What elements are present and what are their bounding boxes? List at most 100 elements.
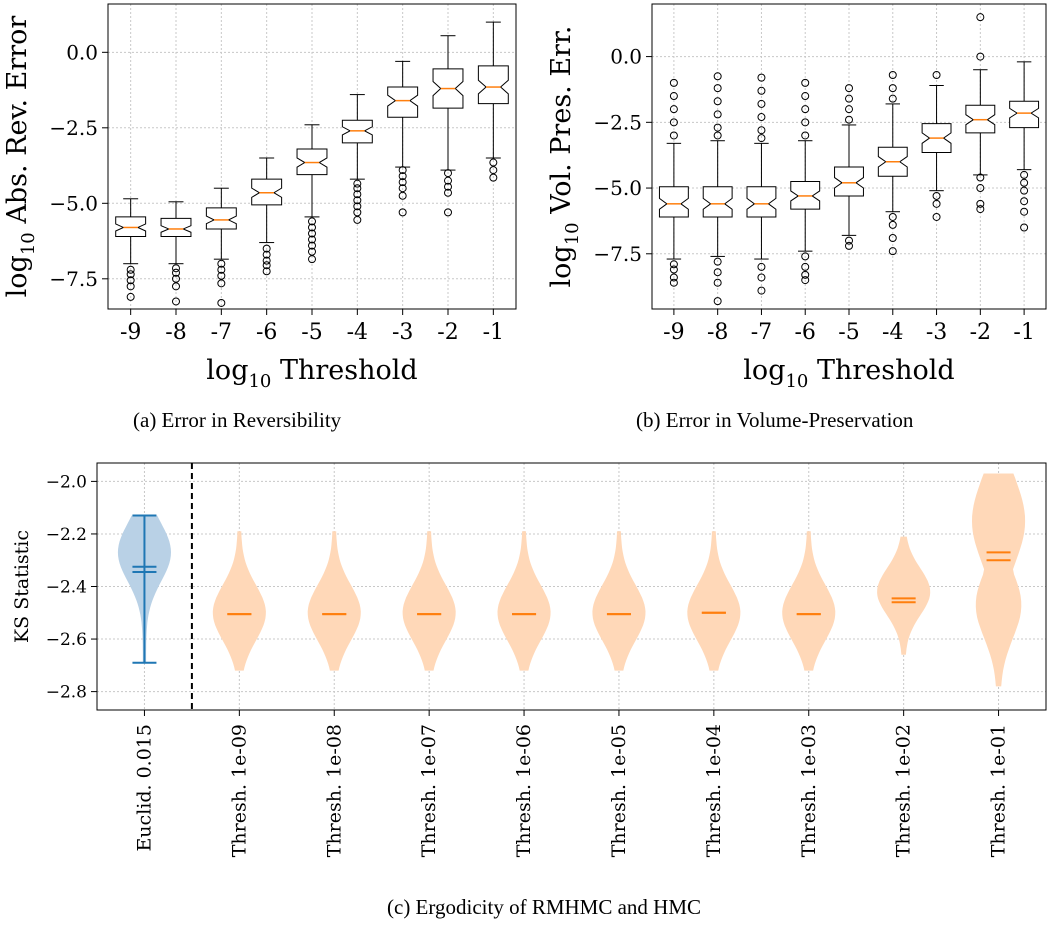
outlier-point: [444, 182, 452, 191]
outlier-point: [757, 134, 766, 143]
outlier-point: [801, 262, 810, 271]
x-tick-label: Thresh. 1e-07: [418, 724, 440, 857]
box--8: [702, 72, 733, 306]
outlier-point: [669, 265, 678, 274]
x-tick-label: -2: [437, 320, 458, 345]
outlier-point: [669, 118, 678, 127]
notched-box: [1009, 100, 1040, 129]
x-tick-label: -8: [165, 320, 186, 345]
box--8: [160, 201, 192, 306]
outlier-point: [126, 282, 135, 291]
violin-body: [497, 531, 551, 671]
notched-box: [834, 166, 864, 197]
y-tick-label: −2.4: [46, 578, 87, 598]
outlier-point: [126, 292, 135, 301]
outlier-point: [489, 158, 498, 167]
outlier-point: [888, 234, 897, 243]
y-axis-label: KS Statistic: [11, 530, 33, 643]
outlier-point: [669, 105, 678, 114]
violin-5: [592, 531, 646, 671]
outlier-point: [1020, 170, 1029, 179]
x-tick-label: -4: [882, 320, 903, 345]
outlier-point: [669, 260, 678, 269]
y-tick-label: −5.0: [593, 176, 642, 200]
x-tick-label: Thresh. 1e-04: [703, 724, 725, 857]
outlier-point: [801, 78, 810, 87]
plot-frame: [96, 462, 1047, 711]
x-tick-label: -1: [483, 320, 504, 345]
outlier-point: [353, 190, 362, 199]
notched-box: [296, 148, 328, 176]
y-axis-label: log10 Abs. Rev. Error: [2, 16, 39, 298]
violin-1: [212, 531, 266, 671]
x-tick-label: -6: [256, 320, 277, 345]
outlier-point: [976, 199, 985, 208]
outlier-point: [353, 208, 362, 217]
outlier-point: [713, 278, 722, 287]
y-axis-label: log10 Vol. Pres. Err.: [546, 26, 583, 288]
outlier-point: [398, 208, 407, 217]
x-tick-label: Thresh. 1e-02: [893, 724, 915, 857]
caption-a: (a) Error in Reversibility: [133, 408, 342, 432]
outlier-point: [398, 172, 407, 181]
outlier-point: [713, 84, 722, 93]
box--4: [341, 94, 373, 224]
y-axis-label-part: 10: [562, 222, 583, 245]
outlier-point: [801, 276, 810, 285]
outlier-point: [1020, 223, 1029, 232]
x-tick-label: Thresh. 1e-09: [228, 724, 250, 857]
outlier-point: [489, 166, 498, 175]
outlier-point: [308, 223, 316, 232]
x-tick-label: Thresh. 1e-08: [323, 724, 345, 857]
y-axis-label-part: 10: [18, 232, 39, 255]
outlier-point: [172, 274, 180, 283]
x-tick-label: -8: [707, 320, 728, 345]
x-axis-label: log10 Threshold: [206, 355, 417, 392]
outlier-point: [126, 270, 135, 279]
y-tick-label: 0.0: [610, 45, 642, 69]
violin-body: [592, 531, 646, 671]
x-axis-label-part: 10: [785, 371, 808, 392]
outlier-point: [888, 94, 897, 103]
violin-4: [497, 531, 551, 671]
outlier-point: [353, 184, 362, 193]
x-tick-label: -9: [120, 320, 141, 345]
outlier-point: [801, 270, 810, 279]
violin-8: [877, 536, 931, 655]
outlier-point: [669, 131, 678, 140]
outlier-point: [444, 176, 452, 185]
outlier-point: [1020, 186, 1029, 195]
outlier-point: [932, 70, 941, 79]
notched-box: [387, 86, 419, 118]
outlier-point: [976, 205, 985, 214]
violin-0: [117, 514, 171, 664]
outlier-point: [976, 173, 985, 182]
outlier-point: [398, 166, 407, 175]
y-axis-label-part: log: [546, 245, 577, 287]
outlier-point: [669, 273, 678, 282]
outlier-point: [713, 257, 722, 266]
outlier-point: [713, 123, 722, 132]
outlier-point: [217, 279, 226, 288]
outlier-point: [126, 265, 135, 274]
x-tick-label: Euclid. 0.015: [133, 724, 155, 852]
outlier-point: [217, 298, 226, 307]
box--3: [921, 70, 952, 221]
box--7: [205, 187, 237, 307]
notched-box: [251, 178, 283, 206]
outlier-point: [757, 262, 766, 271]
box--2: [965, 13, 996, 214]
outlier-point: [801, 105, 810, 114]
outlier-point: [1020, 197, 1029, 206]
x-tick-label: Thresh. 1e-05: [608, 724, 630, 857]
box--6: [790, 78, 821, 285]
outlier-point: [262, 244, 271, 253]
violin-body: [782, 531, 836, 671]
outlier-point: [845, 94, 853, 103]
violin-body: [877, 536, 931, 655]
outlier-point: [845, 105, 853, 114]
box--6: [251, 157, 283, 276]
outlier-point: [888, 70, 897, 79]
